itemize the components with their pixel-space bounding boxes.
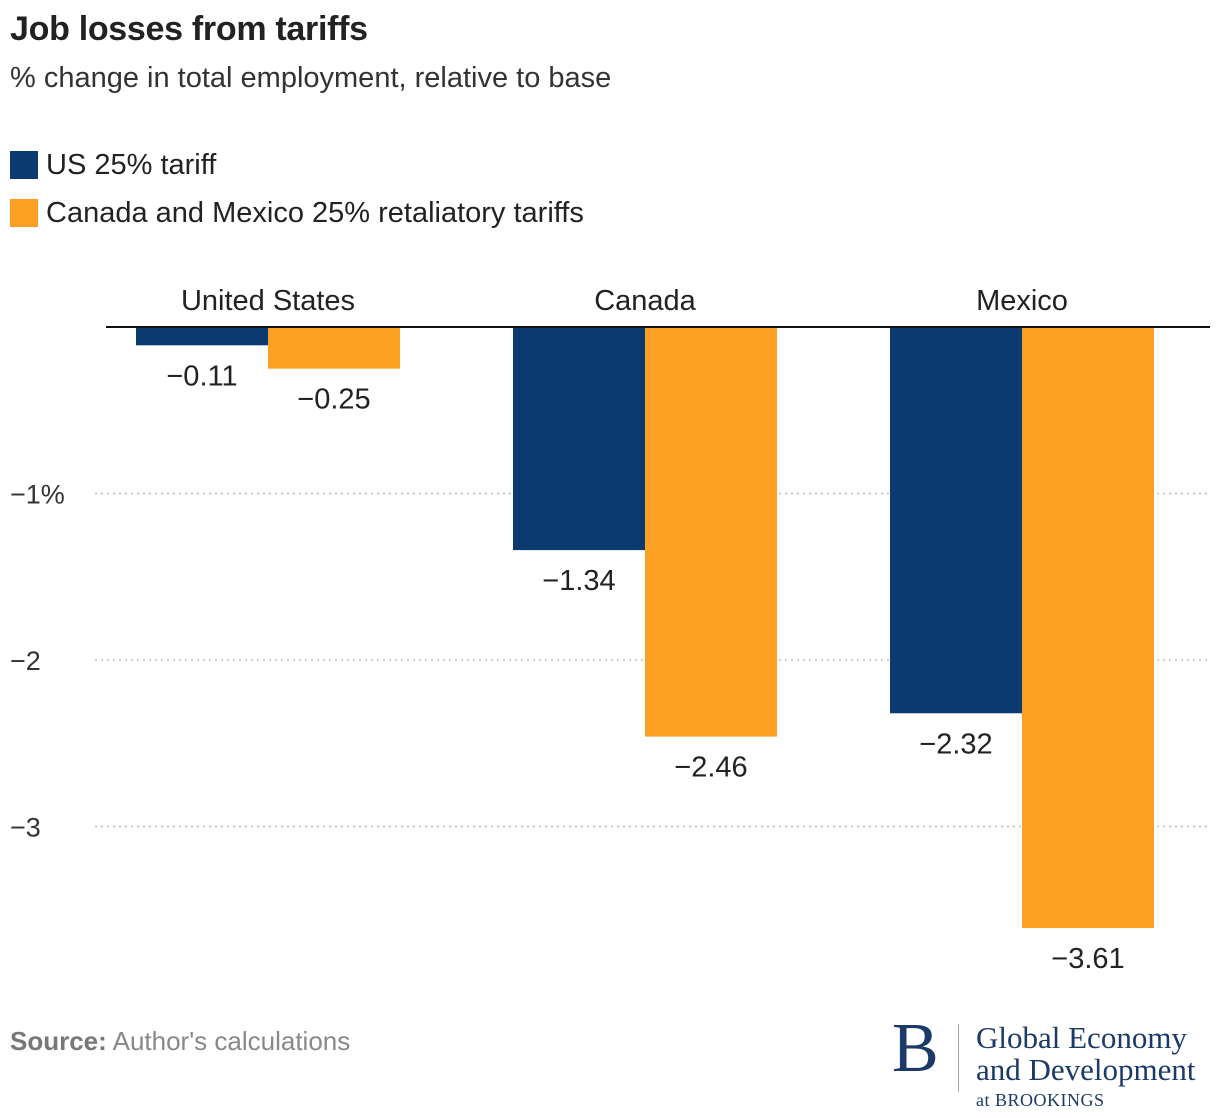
data-label: −3.61 (1051, 943, 1124, 975)
brookings-logo-letter: B (892, 1010, 939, 1087)
y-tick-label: −3 (10, 813, 41, 843)
data-label: −0.11 (166, 360, 237, 392)
bar (136, 327, 268, 346)
data-label: −2.32 (919, 728, 992, 760)
logo-text-line2: and Development (976, 1052, 1196, 1087)
legend-swatch-retaliatory-tariffs (10, 199, 38, 227)
logo-text-line3: at BROOKINGS (976, 1090, 1105, 1110)
y-tick-label: −1% (10, 480, 65, 510)
legend-item-retaliatory-tariffs: Canada and Mexico 25% retaliatory tariff… (10, 194, 584, 232)
chart-title: Job losses from tariffs (10, 10, 368, 48)
chart-subtitle: % change in total employment, relative t… (10, 62, 612, 94)
logo-text-line1: Global Economy (976, 1020, 1187, 1055)
legend-swatch-us-tariff (10, 151, 38, 179)
y-tick-label: −2 (10, 646, 41, 676)
data-label: −2.46 (674, 752, 747, 784)
legend: US 25% tariff Canada and Mexico 25% reta… (10, 146, 584, 242)
legend-label-retaliatory-tariffs: Canada and Mexico 25% retaliatory tariff… (46, 196, 584, 229)
legend-label-us-tariff: US 25% tariff (46, 148, 217, 181)
bar-chart: −1% −2 −3 United States Canada Mexico −0.11 −1.… (10, 285, 1210, 975)
legend-item-us-tariff: US 25% tariff (10, 146, 584, 184)
source-text: Author's calculations (106, 1026, 351, 1056)
category-label: Canada (594, 285, 696, 317)
bar (890, 327, 1022, 714)
logo-divider (958, 1024, 959, 1092)
category-label: United States (181, 285, 355, 317)
bar (1022, 327, 1154, 929)
source-note: Source: Author's calculations (10, 1026, 350, 1057)
bar (268, 327, 400, 369)
brookings-logo: B Global Economy and Development at BROO… (892, 1014, 1212, 1114)
bar (513, 327, 645, 551)
bar (645, 327, 777, 737)
data-label: −1.34 (542, 565, 615, 597)
category-label: Mexico (976, 285, 1068, 317)
source-label: Source: (10, 1026, 107, 1056)
data-label: −0.25 (297, 384, 370, 416)
